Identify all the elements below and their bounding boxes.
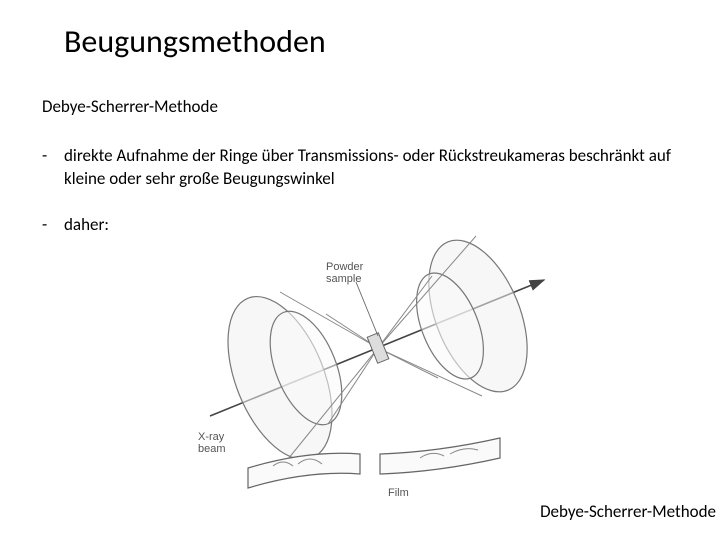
bullet-item-2: -daher: [42, 214, 109, 235]
diagram-caption: Debye-Scherrer-Methode [540, 501, 716, 522]
label-sample: sample [326, 273, 361, 285]
bullet-2-text: daher: [64, 214, 109, 235]
bullet-item-1: -direkte Aufnahme der Ringe über Transmi… [42, 145, 700, 191]
bullet-dash: - [42, 145, 64, 168]
debye-scherrer-diagram: Powder sample X-ray beam Film [188, 218, 568, 508]
label-xray-1: X-ray [198, 431, 225, 443]
bullet-dash: - [42, 214, 64, 235]
label-film: Film [388, 487, 409, 499]
right-cone-group [403, 226, 547, 406]
label-powder: Powder [326, 261, 364, 273]
bullet-1-text: direkte Aufnahme der Ringe über Transmis… [64, 145, 696, 191]
left-cone-group [207, 282, 356, 474]
label-xray-2: beam [198, 443, 226, 455]
method-subtitle: Debye-Scherrer-Methode [42, 96, 218, 117]
powder-leader [356, 282, 378, 336]
diagram-svg: Powder sample X-ray beam Film [188, 218, 568, 508]
page-title: Beugungsmethoden [64, 22, 326, 61]
